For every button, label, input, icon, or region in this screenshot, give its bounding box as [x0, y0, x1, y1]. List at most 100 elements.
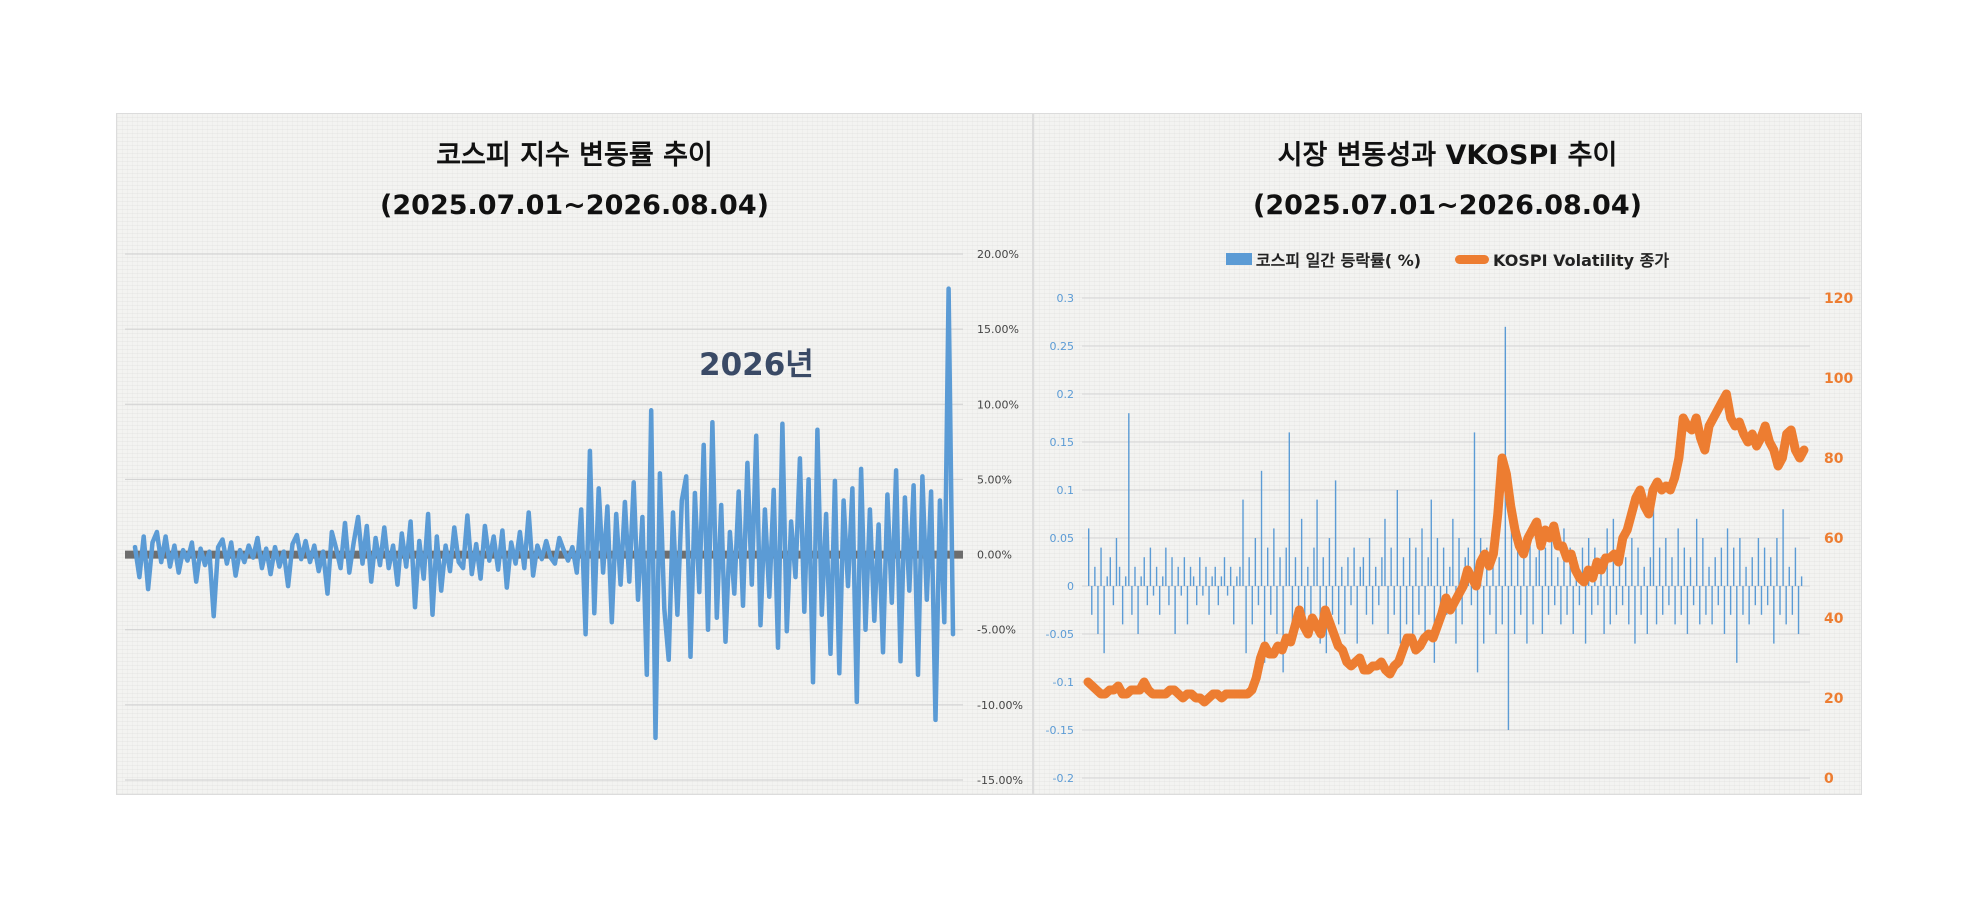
- daily-change-bar: [1726, 528, 1729, 586]
- daily-change-bar: [1550, 538, 1553, 586]
- daily-change-bar: [1149, 547, 1152, 586]
- daily-change-bar: [1091, 586, 1093, 615]
- daily-change-bar: [1736, 586, 1738, 663]
- daily-change-bar: [1591, 586, 1593, 615]
- daily-change-bar: [1288, 432, 1290, 586]
- daily-change-bar: [1748, 586, 1750, 625]
- daily-change-bar: [1214, 566, 1216, 586]
- daily-change-bar: [1489, 586, 1491, 615]
- daily-change-bar: [1523, 547, 1525, 586]
- daily-change-bar: [1365, 586, 1368, 615]
- vkospi-line: [1083, 389, 1809, 707]
- legend-label: 코스피 일간 등락률( %): [1255, 251, 1422, 270]
- daily-change-bar: [1745, 566, 1747, 586]
- daily-change-bar: [1350, 586, 1352, 606]
- daily-change-bar: [1720, 547, 1723, 586]
- left-y-tick-label: -0.2: [1053, 772, 1074, 785]
- daily-change-bar: [1291, 586, 1294, 644]
- daily-change-bar: [1217, 586, 1220, 606]
- daily-change-bar: [1658, 547, 1661, 586]
- daily-change-bar: [1115, 538, 1118, 586]
- daily-change-bar: [1702, 538, 1704, 586]
- daily-change-bar: [1671, 557, 1673, 586]
- daily-change-bar: [1516, 528, 1519, 586]
- daily-change-bar: [1279, 557, 1281, 586]
- daily-change-bar: [1566, 586, 1568, 615]
- daily-change-bar: [1510, 509, 1513, 586]
- daily-change-bar: [1239, 566, 1241, 586]
- daily-change-bar: [1097, 586, 1099, 634]
- daily-change-bar: [1554, 586, 1556, 606]
- daily-change-bar: [1461, 586, 1463, 625]
- daily-change-bar: [1356, 586, 1358, 644]
- daily-change-bar: [1449, 566, 1451, 586]
- daily-change-bar: [1100, 547, 1102, 586]
- daily-change-bar: [1773, 586, 1775, 644]
- daily-change-bar: [1640, 586, 1642, 615]
- y-tick-label: -10.00%: [977, 699, 1023, 712]
- daily-change-bar: [1174, 586, 1176, 634]
- daily-change-bar: [1390, 547, 1392, 586]
- legend-swatch-bar: [1225, 253, 1252, 265]
- daily-change-bar: [1270, 586, 1272, 615]
- daily-change-bar: [1236, 576, 1238, 586]
- right-y-tick-label: 120: [1824, 291, 1853, 307]
- daily-change-bar: [1402, 557, 1405, 586]
- daily-change-bar: [1300, 518, 1303, 586]
- legend-swatch-line: [1455, 254, 1490, 264]
- daily-change-bar: [1088, 528, 1090, 586]
- daily-change-bar: [1310, 586, 1312, 634]
- daily-change-bar: [1634, 586, 1636, 644]
- right-y-tick-label: 60: [1824, 531, 1844, 547]
- daily-change-bar: [1668, 586, 1670, 606]
- daily-change-bar: [1371, 586, 1374, 625]
- daily-change-bar: [1442, 547, 1445, 586]
- daily-change-bar: [1121, 586, 1124, 625]
- daily-change-bar: [1739, 538, 1741, 586]
- daily-change-bar: [1520, 586, 1522, 615]
- daily-change-bar: [1304, 586, 1306, 615]
- daily-change-bar: [1143, 557, 1145, 586]
- y-tick-label: 5.00%: [977, 473, 1012, 486]
- daily-change-bar: [1408, 538, 1411, 586]
- daily-change-bar: [1415, 547, 1417, 586]
- daily-change-bar: [1455, 586, 1457, 644]
- daily-change-bar: [1313, 547, 1315, 586]
- daily-change-bar: [1779, 586, 1781, 615]
- legend-item-vkospi: KOSPI Volatility 종가: [1455, 247, 1669, 271]
- daily-change-bar: [1754, 586, 1757, 606]
- left-y-tick-label: -0.1: [1053, 676, 1074, 689]
- daily-change-bar: [1766, 586, 1769, 606]
- daily-change-bar: [1384, 518, 1386, 586]
- daily-change-bar: [1202, 586, 1204, 596]
- daily-change-bar: [1699, 586, 1701, 625]
- daily-change-bar: [1544, 547, 1547, 586]
- daily-change-bar: [1094, 566, 1096, 586]
- daily-change-bar: [1322, 557, 1324, 586]
- daily-change-bar: [1557, 557, 1559, 586]
- daily-change-bar: [1359, 566, 1361, 586]
- year-annotation: 2026년: [699, 347, 814, 383]
- daily-change-bar: [1430, 499, 1432, 586]
- daily-change-bar: [1625, 557, 1627, 586]
- daily-change-bar: [1782, 509, 1784, 586]
- daily-change-bar: [1578, 586, 1581, 606]
- daily-change-bar: [1631, 538, 1633, 586]
- daily-change-bar: [1186, 586, 1189, 625]
- daily-change-bar: [1177, 566, 1179, 586]
- daily-change-bar: [1603, 586, 1605, 634]
- daily-change-bar: [1251, 586, 1253, 625]
- daily-change-bar: [1458, 538, 1460, 586]
- daily-change-bar: [1248, 557, 1250, 586]
- daily-change-bar: [1733, 547, 1735, 586]
- daily-change-bar: [1587, 538, 1590, 586]
- daily-change-bar: [1436, 538, 1439, 586]
- daily-change-bar: [1347, 557, 1349, 586]
- daily-change-bar: [1180, 586, 1182, 596]
- daily-change-bar: [1316, 499, 1318, 586]
- daily-change-bar: [1375, 566, 1377, 586]
- right-y-tick-label: 80: [1824, 451, 1844, 467]
- left-chart-svg: 20.00% 15.00% 10.00% 5.00% 0.00% -5.00% -10.00…: [125, 248, 1023, 787]
- daily-change-bar: [1729, 586, 1732, 615]
- daily-change-bar: [1535, 557, 1537, 586]
